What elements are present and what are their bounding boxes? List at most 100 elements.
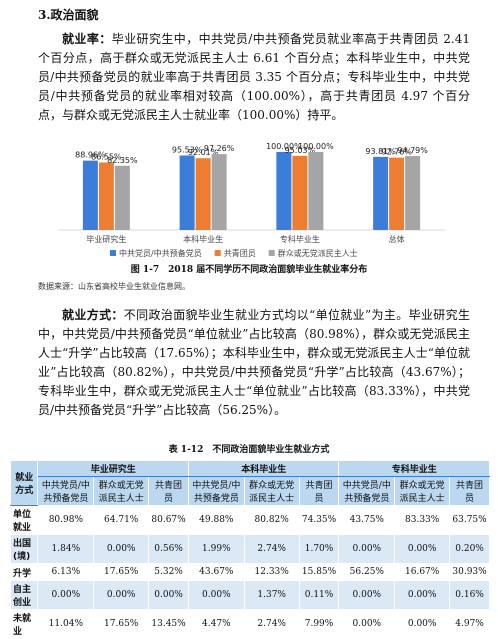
table-row: 单位就业 80.98% 64.71% 80.67% 49.88% 80.82% 74.35%…: [9, 505, 490, 535]
cell: 17.65%: [93, 563, 150, 581]
row-label: 升学: [9, 563, 39, 581]
chart: 毕业研究生 88.96%86.55%82.35% 本科毕业生 95.53%92.01%…: [58, 142, 445, 258]
bar: [179, 155, 195, 230]
group-header: 专科毕业生: [338, 460, 490, 477]
cell: 6.13%: [37, 563, 95, 581]
cell: 80.67%: [148, 505, 189, 535]
cell: 80.98%: [37, 505, 95, 535]
cell: 74.35%: [298, 505, 340, 535]
sub-header: 中共党员/中共预备党员: [37, 476, 95, 506]
value-label: 88.96%: [75, 151, 106, 160]
cell: 0.16%: [449, 580, 490, 610]
text: 毕业研究生中，中共党员/中共预备党员就业率高于共青团员 2.41 个百分点，高于…: [38, 32, 470, 122]
bar: [195, 158, 211, 230]
text: 不同政治面貌毕业生就业方式均以“单位就业”为主。毕业研究生中，中共党员/中共预备…: [38, 308, 470, 417]
row-label: 未就业: [9, 609, 39, 639]
cell: 2.74%: [243, 534, 300, 564]
row-label: 出国(境): [9, 534, 39, 564]
sub-header: 共青团员: [449, 476, 490, 506]
cell: 0.00%: [37, 580, 95, 610]
sub-header: 群众或无党派民主人士: [93, 476, 150, 506]
cell: 0.00%: [93, 580, 150, 610]
value-label: 92.01%: [188, 148, 219, 157]
cell: 30.93%: [449, 563, 490, 581]
bar: [114, 165, 130, 230]
cell: 1.37%: [243, 580, 300, 610]
sub-header: 中共党员/中共预备党员: [338, 476, 396, 506]
cell: 16.67%: [394, 563, 451, 581]
cell: 43.75%: [338, 505, 396, 535]
cell: 0.00%: [187, 580, 245, 610]
value-label: 95.53%: [172, 145, 203, 154]
cell: 63.75%: [449, 505, 490, 535]
source: 数据来源：山东省高校毕业生就业信息网。: [38, 282, 190, 291]
x-tick-label: 毕业研究生: [86, 234, 126, 244]
x-tick-label: 专科毕业生: [280, 234, 320, 244]
bar: [292, 155, 308, 230]
cell: 64.71%: [93, 505, 150, 535]
group-header: 毕业研究生: [37, 460, 189, 477]
bar: [373, 156, 389, 230]
heading: 3.政治面貌: [38, 8, 99, 22]
cell: 43.67%: [187, 563, 245, 581]
cell: 56.25%: [338, 563, 396, 581]
cell: 7.99%: [298, 609, 340, 639]
cell: 1.70%: [298, 534, 340, 564]
table-row: 升学 6.13% 17.65% 5.32% 43.67% 12.33% 15.85% 56.2…: [9, 563, 490, 581]
bar: [82, 160, 98, 230]
sub-header: 共青团员: [298, 476, 340, 506]
sub-header: 中共党员/中共预备党员: [187, 476, 245, 506]
cell: 11.04%: [37, 609, 95, 639]
table-row: 未就业 11.04% 17.65% 13.45% 4.47% 2.74% 7.99% 0.00…: [9, 609, 490, 639]
legend-label: 中共党员/中共预备党员: [119, 248, 202, 258]
cell: 1.99%: [187, 534, 245, 564]
cell: 0.00%: [148, 580, 189, 610]
cell: 2.74%: [243, 609, 300, 639]
bar: [98, 162, 114, 230]
bar: [276, 152, 292, 230]
cell: 0.00%: [338, 534, 396, 564]
bar: [389, 157, 405, 230]
sub-header: 群众或无党派民主人士: [394, 476, 451, 506]
bar: [211, 154, 227, 230]
value-label: 94.79%: [397, 146, 428, 155]
legend-label: 群众或无党派民主人士: [278, 248, 358, 258]
value-label: 95.03%: [285, 146, 316, 155]
cell: 4.97%: [449, 609, 490, 639]
legend-swatch: [214, 250, 221, 256]
cell: 0.20%: [449, 534, 490, 564]
cell: 12.33%: [243, 563, 300, 581]
cell: 0.00%: [93, 534, 150, 564]
legend-label: 共青团员: [224, 248, 256, 258]
cell: 15.85%: [298, 563, 340, 581]
table: 就业方式 毕业研究生 本科毕业生 专科毕业生 中共党员/中共预备党员 群众或无党派民主人士…: [9, 460, 490, 639]
cell: 0.00%: [394, 609, 451, 639]
x-tick-label: 总体: [389, 234, 405, 244]
paragraph: 就业方式：不同政治面貌毕业生就业方式均以“单位就业”为主。毕业研究生中，中共党员…: [38, 306, 470, 420]
cell: 83.33%: [394, 505, 451, 535]
value-label: 86.55%: [91, 152, 122, 161]
value-label: 97.26%: [204, 144, 235, 153]
lead: 就业率：: [62, 32, 112, 46]
row-label: 单位就业: [9, 505, 39, 535]
legend-swatch: [110, 250, 116, 256]
cell: 0.56%: [148, 534, 189, 564]
figure-caption: 图 1-7 2018 届不同学历不同政治面貌毕业生就业率分布: [130, 265, 368, 275]
value-label: 100.00%: [298, 142, 334, 151]
sub-header: 群众或无党派民主人士: [243, 476, 300, 506]
corner-cell: 就业方式: [9, 460, 39, 506]
value-label: 92.76%: [381, 148, 412, 157]
row-label: 自主创业: [9, 580, 39, 610]
paragraph: 就业率：毕业研究生中，中共党员/中共预备党员就业率高于共青团员 2.41 个百分…: [38, 30, 470, 125]
cell: 1.84%: [37, 534, 95, 564]
cell: 17.65%: [93, 609, 150, 639]
value-label: 93.81%: [365, 147, 396, 156]
bar: [405, 156, 421, 230]
cell: 80.82%: [243, 505, 300, 535]
cell: 0.00%: [338, 609, 396, 639]
legend-swatch: [268, 250, 275, 256]
table-row: 自主创业 0.00% 0.00% 0.00% 0.00% 1.37% 0.11% 0.00% 0…: [9, 580, 490, 610]
bar: [308, 152, 324, 230]
cell: 5.32%: [148, 563, 189, 581]
x-tick-label: 本科毕业生: [183, 234, 223, 244]
